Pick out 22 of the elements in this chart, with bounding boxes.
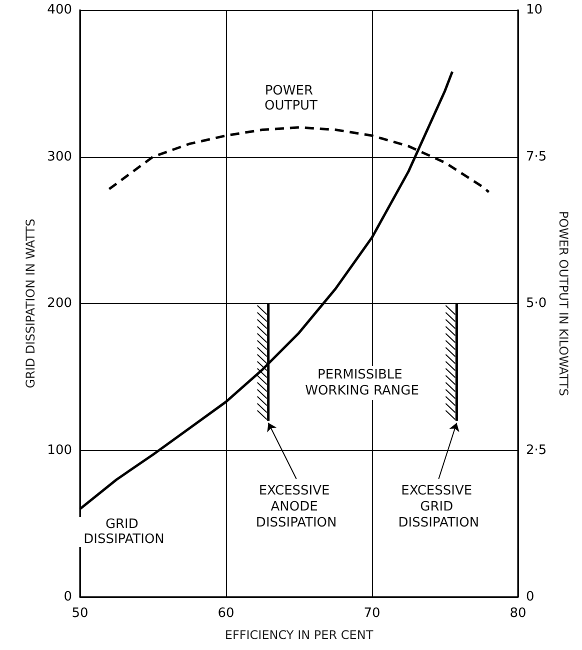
annotation: PERMISSIBLE WORKING RANGE xyxy=(305,368,419,398)
y2-axis-title: POWER OUTPUT IN KILOWATTS xyxy=(556,211,571,396)
y2-tick-label: 2·5 xyxy=(526,442,547,458)
y-axis-title: GRID DISSIPATION IN WATTS xyxy=(23,218,38,388)
x-tick-label: 70 xyxy=(364,606,380,621)
y2-tick-label: 7·5 xyxy=(526,149,547,164)
y2-tick-label: 10 xyxy=(526,2,543,18)
y-tick-label: 200 xyxy=(47,296,72,311)
y-tick-label: 0 xyxy=(64,590,72,604)
y2-tick-label: 0 xyxy=(526,590,534,604)
y-tick-label: 100 xyxy=(47,442,72,458)
y-tick-label: 300 xyxy=(47,149,72,164)
annotation: EXCESSIVE GRID DISSIPATION xyxy=(398,483,480,530)
x-tick-label: 60 xyxy=(218,606,234,621)
x-tick-label: 50 xyxy=(72,606,88,621)
series-label: GRID DISSIPATION xyxy=(84,516,164,547)
series-label: POWER OUTPUT xyxy=(264,83,318,114)
y2-tick-label: 5·0 xyxy=(526,296,547,311)
y-tick-label: 400 xyxy=(47,2,72,18)
x-tick-label: 80 xyxy=(510,606,526,621)
annotation: EXCESSIVE ANODE DISSIPATION xyxy=(256,483,337,530)
x-axis-title: EFFICIENCY IN PER CENT xyxy=(224,628,374,642)
